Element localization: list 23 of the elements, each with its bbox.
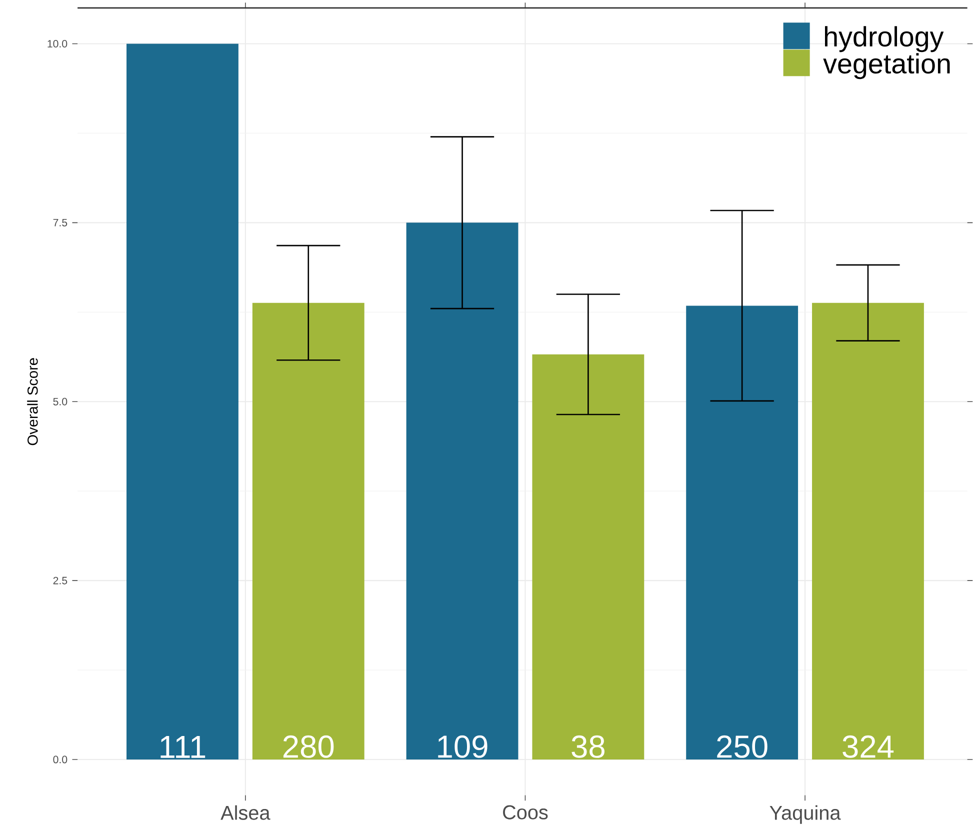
y-tick-label: 7.5	[53, 218, 68, 226]
y-axis-title: Overall Score	[27, 358, 38, 446]
bar	[686, 306, 798, 760]
annotation: 250	[717, 735, 768, 758]
annotation: 280	[283, 735, 334, 758]
bar	[532, 354, 644, 760]
x-tick-label: Coos	[503, 805, 548, 820]
x-tick-label: Alsea	[220, 805, 270, 820]
x-tick-label: Yaquina	[770, 805, 841, 824]
annotation: 109	[438, 735, 488, 758]
y-tick-label: 0.0	[53, 756, 68, 764]
annotation: 111	[160, 736, 206, 758]
annotation: 324	[842, 735, 894, 758]
y-tick-label: 5.0	[53, 398, 68, 406]
legend-label: hydrology	[825, 26, 944, 52]
bar	[406, 222, 518, 760]
legend-label: vegetation	[823, 53, 950, 80]
annotation: 38	[572, 735, 604, 758]
bar	[252, 302, 364, 760]
bar	[812, 302, 924, 760]
y-tick-label: 10.0	[48, 40, 68, 48]
bar	[126, 44, 238, 760]
y-tick-label: 2.5	[53, 576, 68, 584]
